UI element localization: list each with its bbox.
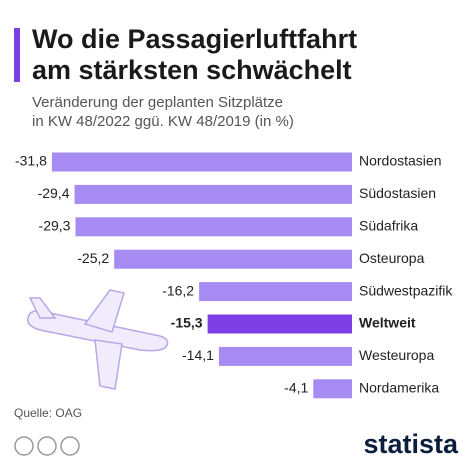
bar [75, 217, 352, 237]
source: Quelle: OAG [14, 406, 82, 420]
category-label: Westeuropa [359, 347, 434, 363]
value-label: -25,2 [77, 250, 109, 266]
value-label: -14,1 [182, 347, 214, 363]
bar [313, 379, 352, 399]
title-accent [14, 28, 20, 82]
value-label: -15,3 [171, 315, 203, 331]
value-label: -29,3 [39, 218, 71, 234]
category-label: Osteuropa [359, 250, 425, 266]
chart-subtitle: Veränderung der geplanten Sitzplätze [32, 94, 283, 111]
value-label: -31,8 [15, 153, 47, 169]
bar [114, 249, 352, 269]
bar [51, 152, 352, 172]
chart-subtitle: in KW 48/2022 ggü. KW 48/2019 (in %) [32, 113, 294, 130]
category-label: Nordamerika [359, 380, 439, 396]
chart-title: am stärksten schwächelt [32, 55, 352, 85]
bar [218, 346, 352, 366]
category-label: Nordostasien [359, 153, 442, 169]
chart-title: Wo die Passagierluftfahrt [32, 24, 357, 54]
category-label: Südafrika [359, 218, 418, 234]
value-label: -4,1 [284, 380, 308, 396]
value-label: -29,4 [38, 185, 70, 201]
category-label: Weltweit [359, 315, 416, 331]
brand: statista [363, 429, 459, 459]
bar [199, 282, 352, 302]
license-icons [14, 436, 80, 456]
bar [74, 184, 352, 204]
bar [207, 314, 352, 334]
value-label: -16,2 [162, 282, 194, 298]
airplane [27, 289, 169, 390]
category-label: Südwestpazifik [359, 282, 453, 298]
category-label: Südostasien [359, 185, 436, 201]
